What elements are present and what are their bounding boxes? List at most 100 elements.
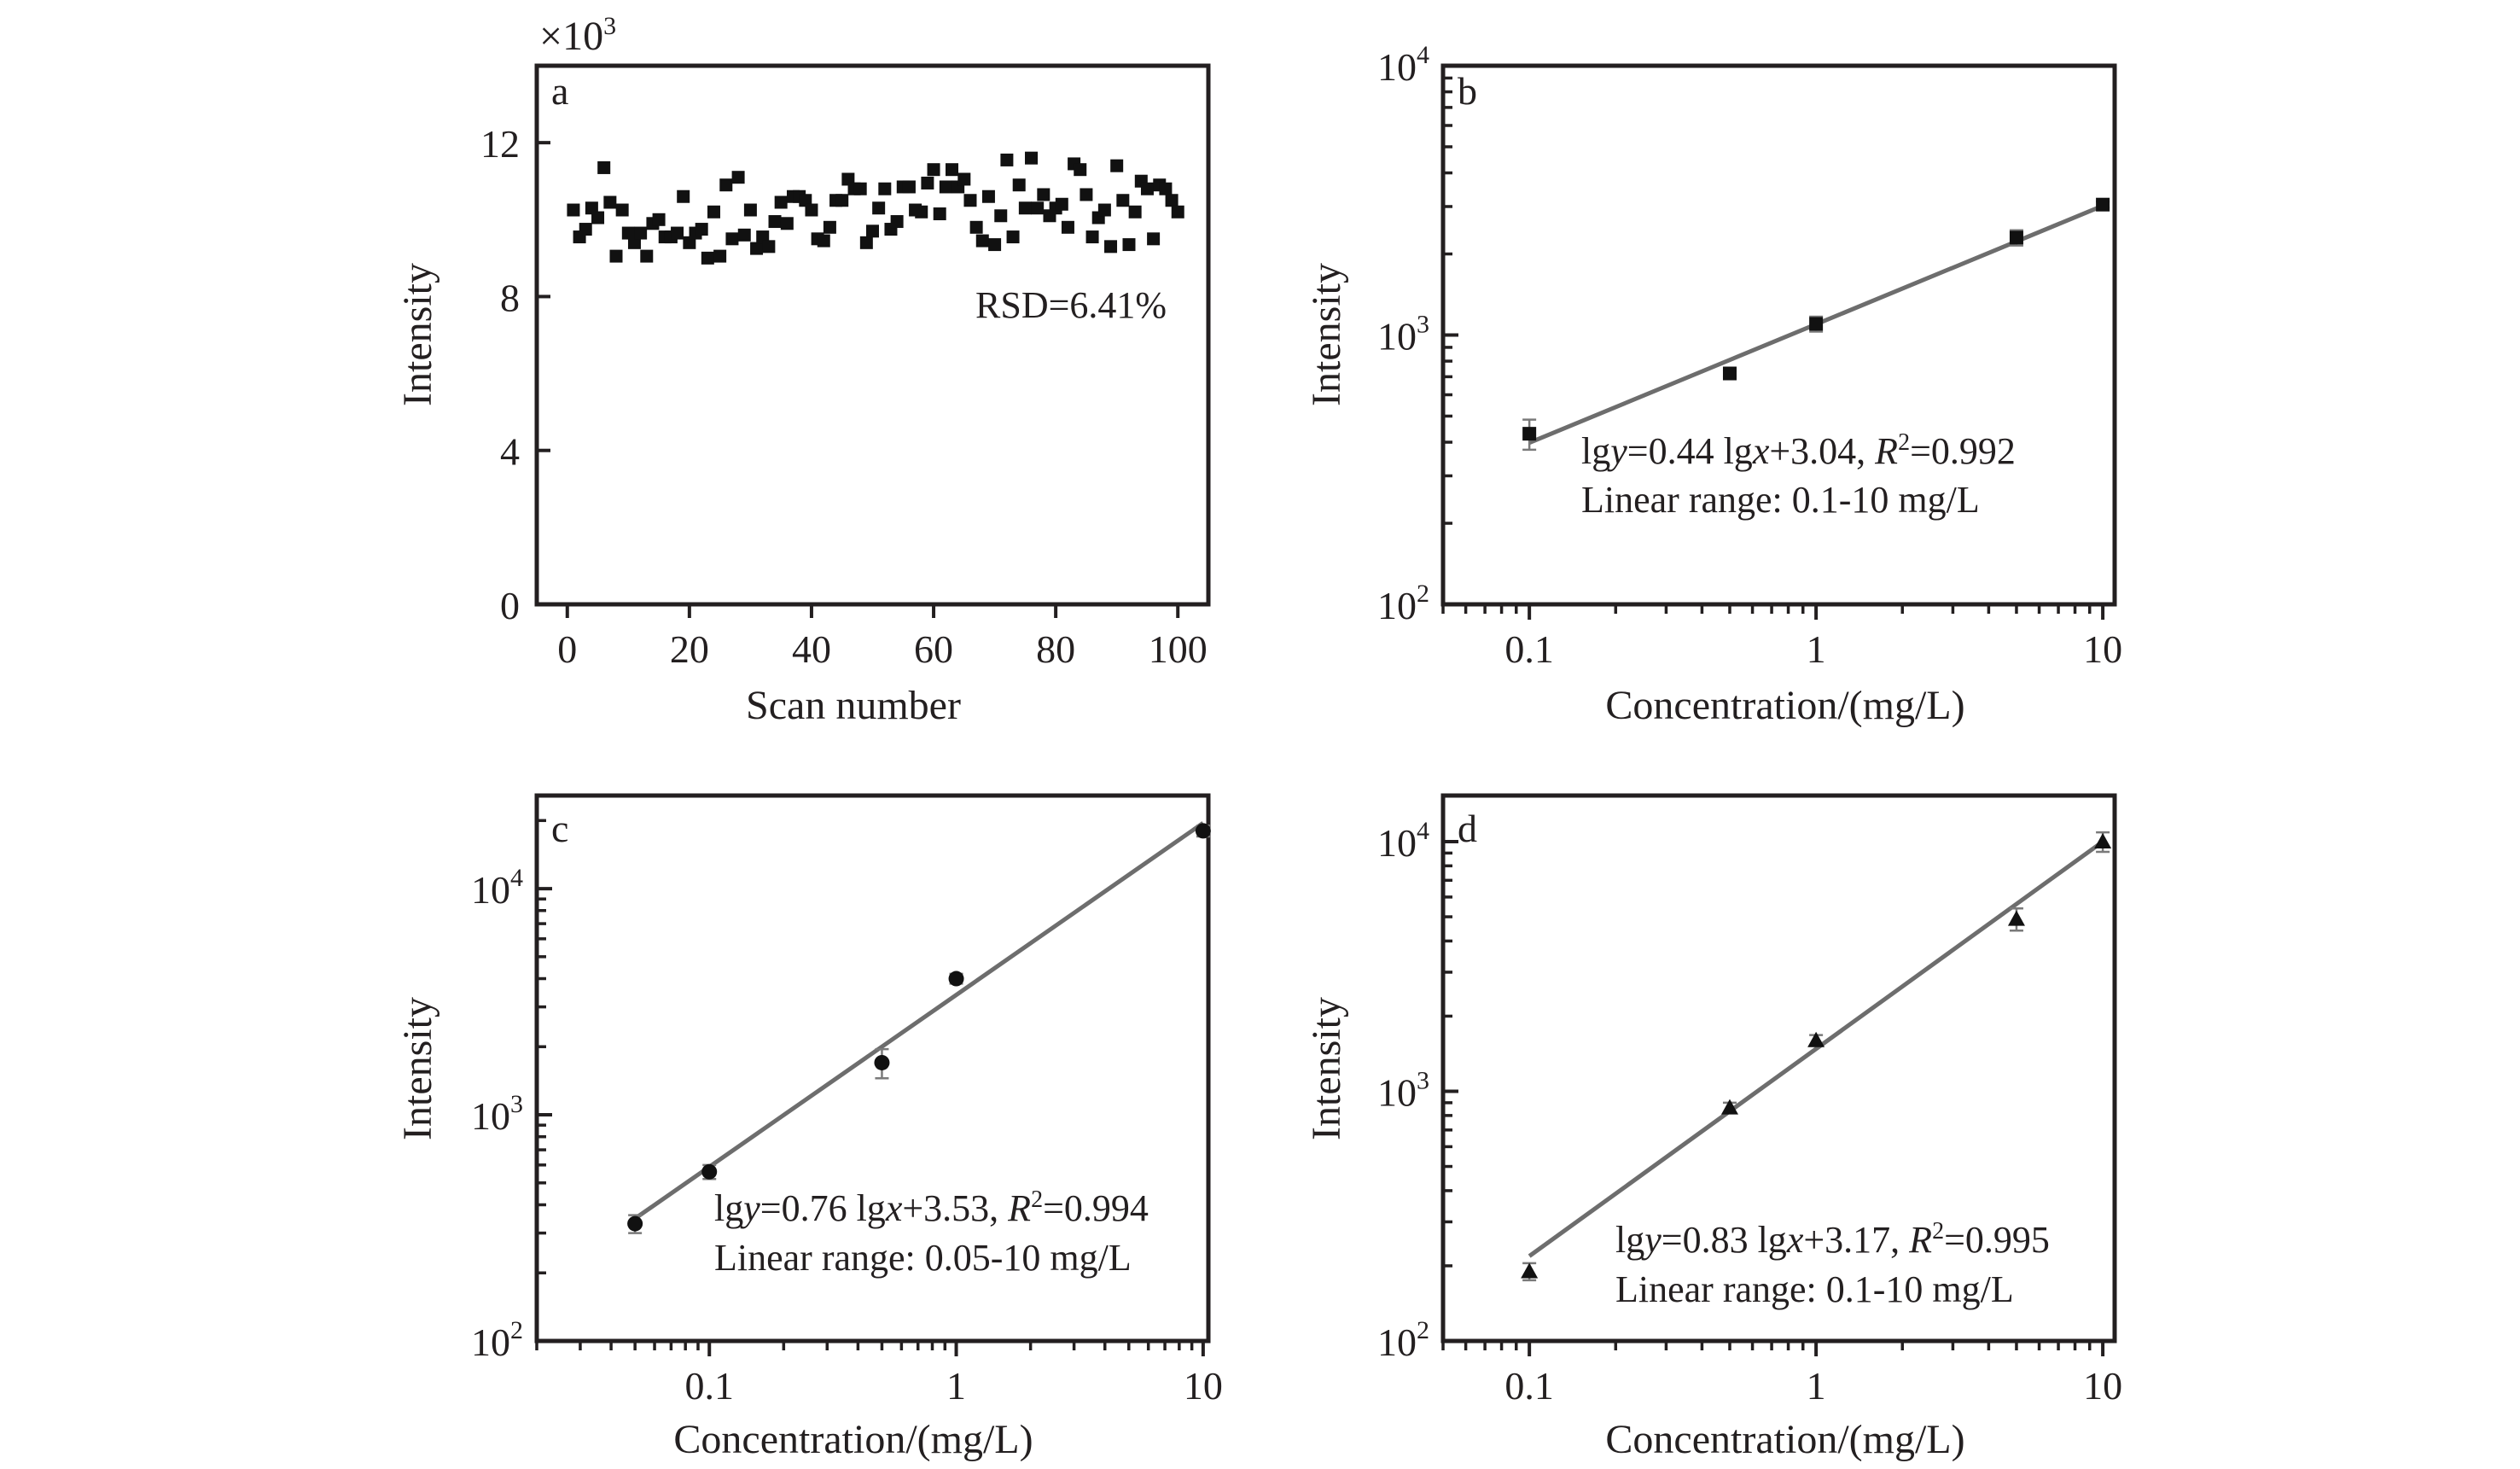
panel-b-y-axis-title: Intensity: [1304, 263, 1349, 406]
data-point-square: [597, 160, 611, 174]
data-point-square: [1000, 153, 1014, 166]
panel-c-x-axis-title: Concentration/(mg/L): [673, 1417, 1033, 1462]
data-point-square: [1116, 194, 1130, 207]
x-tick-label: 80: [1036, 627, 1075, 671]
data-point-square: [975, 234, 989, 248]
data-point-square: [994, 209, 1008, 223]
data-point-square: [878, 182, 892, 195]
fit-line: [1528, 839, 2104, 1258]
data-point-square: [591, 211, 605, 224]
x-tick-label: 10: [2083, 627, 2122, 671]
data-point-square: [1722, 366, 1737, 381]
panel-d-axes-frame: [1440, 793, 2117, 1344]
data-point-square: [969, 220, 983, 234]
data-point-square: [725, 232, 739, 246]
data-point-square: [743, 203, 757, 217]
data-point-square: [615, 203, 629, 217]
eq-y-var: y: [1607, 430, 1627, 472]
data-point-square: [737, 228, 751, 242]
data-point-circle: [1195, 823, 1211, 839]
x-tick-label: 1: [1807, 1364, 1826, 1408]
data-point-square: [683, 236, 696, 249]
data-point-square: [939, 180, 952, 194]
data-point-circle: [874, 1054, 890, 1070]
data-point-square: [946, 163, 959, 177]
panel-b: b 0.1 1 10 102 103 104 lgy=0.44 lgx+3.04, R2=…: [1304, 41, 2122, 728]
panel-d-y-axis-title: Intensity: [1304, 997, 1349, 1140]
data-point-square: [719, 178, 733, 192]
data-point-square: [579, 223, 592, 236]
data-point-square: [695, 223, 708, 236]
x-tick-label: 0.1: [1504, 627, 1554, 671]
panel-c-label: c: [551, 807, 568, 850]
panel-c: c 0.1 1 10 102 103 104 lgy=0.76 lgx+3.53, R2=…: [395, 793, 1223, 1462]
eq-prefix: lg: [1615, 1219, 1644, 1261]
panel-a-y-multiplier: ×103: [539, 12, 616, 59]
data-point-triangle: [1521, 1262, 1539, 1279]
x-tick-label: 0: [557, 627, 577, 671]
y-tick-label: 102: [471, 1316, 523, 1364]
panel-d: d 0.1 1 10 102 103 104 lgy=0.83 lgx+3.17, R2=…: [1304, 793, 2122, 1462]
x-tick-label: 20: [670, 627, 709, 671]
data-point-square: [2009, 230, 2023, 245]
data-point-square: [1031, 201, 1045, 215]
y-tick-label: 104: [471, 864, 523, 912]
panel-d-ticks: 0.1 1 10 102 103 104: [1377, 817, 2122, 1408]
data-point-square: [621, 226, 635, 240]
data-point-circle: [948, 971, 964, 987]
panel-c-linear-range: Linear range: 0.05-10 mg/L: [714, 1237, 1132, 1279]
data-point-square: [1128, 205, 1142, 219]
eq-r-exp: 2: [1898, 429, 1910, 456]
data-point-triangle: [2007, 910, 2025, 926]
data-point-square: [890, 215, 904, 229]
panel-d-equation: lgy=0.83 lgx+3.17, R2=0.995: [1615, 1218, 2050, 1261]
panel-b-x-axis-title: Concentration/(mg/L): [1605, 683, 1964, 728]
x-tick-label: 0.1: [1504, 1364, 1554, 1408]
data-point-square: [835, 194, 849, 207]
data-point-square: [1097, 203, 1111, 217]
x-tick-label: 1: [1807, 627, 1826, 671]
data-point-square: [1025, 151, 1039, 165]
panel-b-linear-range: Linear range: 0.1-10 mg/L: [1581, 479, 1980, 521]
data-point-square: [1074, 163, 1087, 177]
data-point-square: [921, 176, 934, 189]
panel-a-y-multiplier-base: ×10: [539, 14, 603, 59]
data-point-square: [1159, 182, 1173, 195]
x-tick-label: 40: [792, 627, 831, 671]
data-point-square: [981, 189, 995, 203]
panel-d-label: d: [1458, 807, 1477, 850]
data-point-circle: [627, 1215, 643, 1232]
data-point-square: [1006, 230, 1020, 244]
data-point-square: [756, 230, 770, 244]
eq-suffix: +3.04,: [1769, 430, 1875, 472]
eq-mid: =0.44 lg: [1627, 430, 1753, 472]
panel-c-marks: [627, 821, 1211, 1234]
x-tick-label: 60: [914, 627, 953, 671]
eq-r-var: R: [1908, 1219, 1932, 1261]
y-tick-label: 102: [1377, 1316, 1429, 1364]
panel-b-ticks: 0.1 1 10 102 103 104: [1377, 41, 2122, 671]
eq-prefix: lg: [1581, 430, 1610, 472]
eq-mid: =0.83 lg: [1662, 1219, 1787, 1261]
eq-r-value: =0.992: [1910, 430, 2016, 472]
y-tick-label: 4: [500, 430, 520, 474]
data-point-square: [859, 236, 873, 249]
y-tick-label: 0: [500, 584, 520, 627]
data-point-square: [957, 172, 971, 186]
data-point-square: [774, 195, 788, 209]
eq-r-exp: 2: [1932, 1218, 1944, 1245]
data-point-square: [609, 249, 623, 263]
x-tick-label: 10: [2083, 1364, 2122, 1408]
data-point-square: [1055, 197, 1068, 211]
data-point-square: [988, 238, 1002, 252]
panel-d-x-axis-title: Concentration/(mg/L): [1605, 1417, 1964, 1462]
fit-line: [633, 821, 1205, 1221]
panel-a-rsd-annotation: RSD=6.41%: [975, 284, 1167, 326]
data-point-square: [841, 172, 855, 186]
data-point-square: [603, 195, 617, 209]
data-point-square: [927, 163, 940, 177]
y-tick-label: 103: [471, 1090, 523, 1138]
eq-x-var: x: [1752, 430, 1770, 472]
eq-x-var: x: [885, 1187, 903, 1229]
data-point-square: [671, 226, 684, 240]
